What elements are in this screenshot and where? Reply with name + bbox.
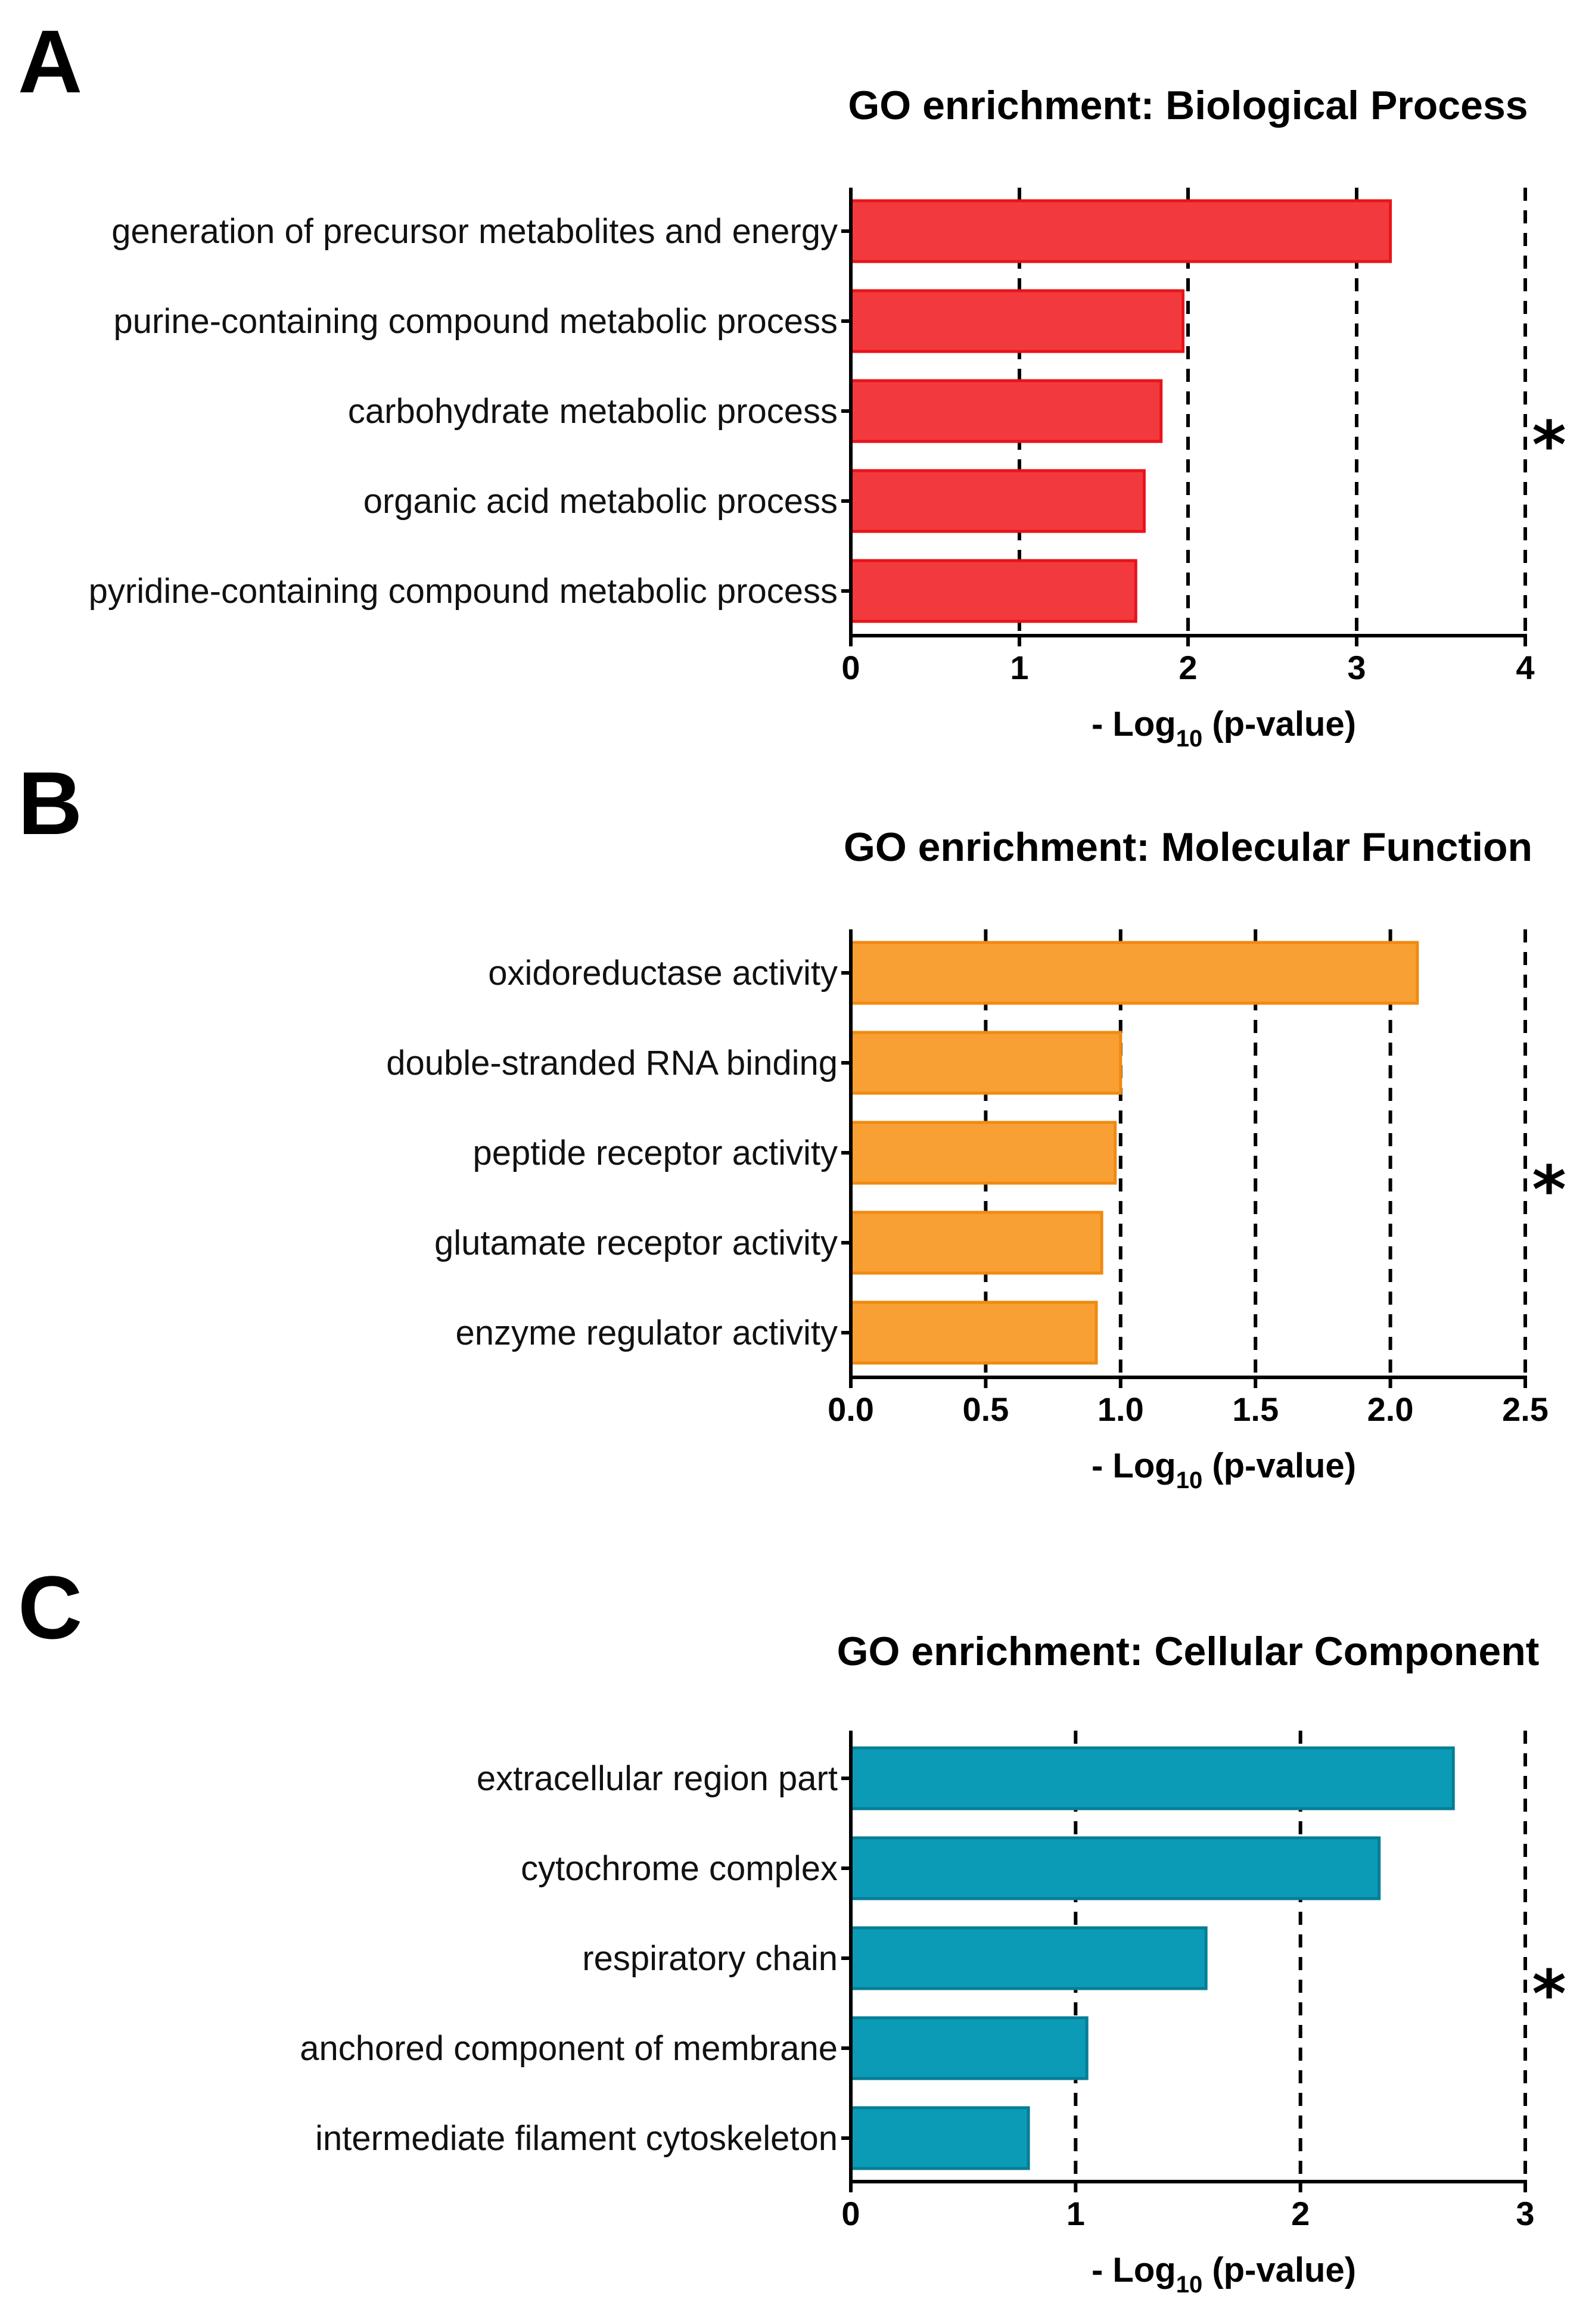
category-label: cytochrome complex (521, 1849, 838, 1888)
bar (849, 1926, 1208, 1990)
x-tick-label: 3 (1347, 649, 1366, 686)
category-label: organic acid metabolic process (363, 482, 838, 521)
category-label: glutamate receptor activity (434, 1224, 838, 1262)
x-tick-label: 3 (1516, 2195, 1534, 2232)
category-label: enzyme regulator activity (456, 1314, 838, 1352)
category-label: carbohydrate metabolic process (348, 392, 838, 431)
category-label: pyridine-containing compound metabolic p… (89, 572, 838, 611)
category-label: respiratory chain (582, 1939, 838, 1978)
significance-marker: * (1532, 1152, 1566, 1228)
bar (849, 1211, 1103, 1275)
bar (849, 1031, 1123, 1095)
x-tick-label: 2.5 (1502, 1390, 1549, 1428)
bar (849, 1121, 1117, 1185)
x-tick-label: 1 (1066, 2195, 1085, 2232)
category-label: oxidoreductase activity (488, 954, 838, 993)
category-label: extracellular region part (477, 1759, 838, 1798)
bar (849, 2016, 1089, 2080)
x-tick-label: 1 (1010, 649, 1028, 686)
bar (849, 559, 1137, 623)
significance-marker: * (1532, 1956, 1566, 2032)
bar (849, 941, 1419, 1005)
panel-letter: A (18, 11, 82, 111)
panel-letter: C (18, 1557, 82, 1657)
x-tick-label: 0 (841, 2195, 860, 2232)
significance-marker: * (1532, 407, 1566, 483)
category-label: double-stranded RNA binding (386, 1044, 838, 1082)
bar (849, 199, 1392, 263)
bar (849, 469, 1146, 533)
x-axis-label: - Log10 (p-value) (1092, 705, 1356, 752)
category-label: anchored component of membrane (300, 2029, 838, 2068)
chart-title: GO enrichment: Cellular Component (837, 1629, 1540, 1674)
x-tick-label: 1.5 (1232, 1390, 1279, 1428)
chart-title: GO enrichment: Molecular Function (844, 825, 1532, 870)
bar (849, 289, 1185, 353)
x-tick-label: 0 (841, 649, 860, 686)
x-tick-label: 0.0 (828, 1390, 874, 1428)
category-label: intermediate filament cytoskeleton (315, 2119, 838, 2158)
bar (849, 1746, 1455, 1810)
chart-title: GO enrichment: Biological Process (848, 83, 1528, 128)
x-axis-label: - Log10 (p-value) (1092, 1446, 1356, 1494)
x-tick-label: 0.5 (962, 1390, 1009, 1428)
bar (849, 379, 1163, 443)
panel-letter: B (18, 753, 82, 853)
panel-b: B GO enrichment: Molecular Function oxidor… (18, 753, 1566, 1494)
bar (849, 1836, 1381, 1900)
panel-c: C GO enrichment: Cellular Component extrac… (18, 1557, 1566, 2298)
bar (849, 1301, 1098, 1365)
bar (849, 2106, 1030, 2170)
x-tick-label: 2 (1291, 2195, 1310, 2232)
panel-a: A GO enrichment: Biological Process genera… (18, 11, 1566, 752)
category-label: purine-containing compound metabolic pro… (114, 302, 838, 341)
x-axis-label: - Log10 (p-value) (1092, 2251, 1356, 2298)
x-tick-label: 4 (1516, 649, 1534, 686)
category-label: peptide receptor activity (472, 1134, 838, 1172)
category-label: generation of precursor metabolites and … (111, 212, 838, 251)
x-tick-label: 2 (1179, 649, 1197, 686)
x-tick-label: 2.0 (1367, 1390, 1414, 1428)
x-tick-label: 1.0 (1097, 1390, 1144, 1428)
